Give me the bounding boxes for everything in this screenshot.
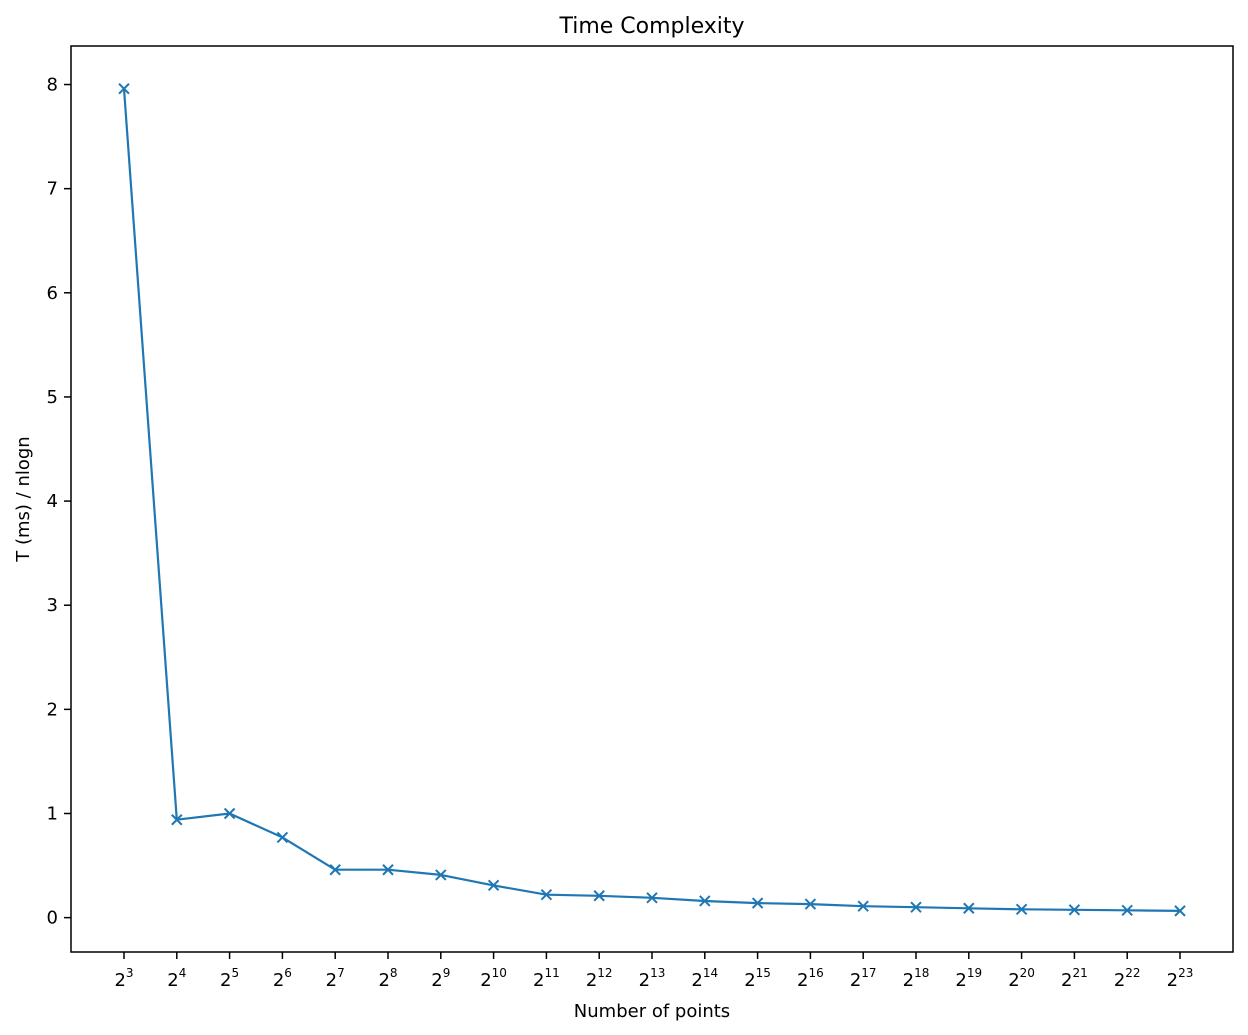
- data-point-marker: [223, 807, 236, 820]
- x-tick-label: 211: [533, 966, 560, 991]
- data-point-marker: [487, 879, 500, 892]
- data-point-marker: [804, 898, 817, 910]
- x-tick-label: 213: [639, 966, 666, 991]
- x-tick-label: 210: [480, 966, 507, 991]
- x-tick-label: 218: [903, 966, 930, 991]
- x-tick-label: 28: [378, 966, 397, 991]
- data-point-marker: [435, 869, 447, 881]
- data-point-marker: [382, 864, 394, 876]
- plot-frame: [70, 45, 1234, 953]
- y-axis-label: T (ms) / nlogn: [13, 436, 34, 562]
- x-tick-label: 29: [431, 966, 450, 991]
- series-line: [122, 88, 1181, 912]
- data-point-marker: [1174, 905, 1186, 917]
- y-tick-label: 5: [47, 387, 58, 408]
- x-tick-label: 215: [744, 966, 771, 991]
- x-tick-label: 216: [797, 966, 824, 991]
- y-tick-label: 2: [47, 699, 58, 720]
- data-point-marker: [1121, 904, 1133, 917]
- x-tick-label: 24: [167, 966, 186, 991]
- x-tick-label: 25: [220, 966, 239, 991]
- data-point-marker: [910, 901, 922, 913]
- x-tick-label: 220: [1008, 966, 1035, 991]
- y-axis: 0 1 2 3 4 5 6 7 8: [47, 75, 71, 929]
- x-tick-label: 223: [1167, 966, 1194, 991]
- x-tick-label: 23: [114, 966, 133, 991]
- y-tick-label: 8: [47, 75, 58, 96]
- y-tick-label: 7: [47, 179, 58, 200]
- data-point-marker: [329, 864, 341, 876]
- y-tick-label: 4: [47, 491, 58, 512]
- chart-title: Time Complexity: [558, 14, 744, 39]
- data-point-marker: [857, 900, 869, 912]
- data-point-marker: [1015, 903, 1028, 916]
- series-group: [118, 82, 1186, 917]
- data-point-marker: [963, 902, 975, 914]
- x-tick-label: 212: [586, 966, 613, 991]
- data-point-marker: [699, 895, 711, 907]
- data-point-marker: [540, 889, 553, 901]
- y-tick-label: 6: [47, 283, 58, 304]
- x-axis: 23 24 25 26 27 28 29 210 211 212 213 214 215 216 217 21…: [114, 952, 1193, 991]
- y-tick-label: 0: [47, 908, 58, 929]
- data-point-marker: [593, 890, 605, 902]
- x-tick-label: 214: [691, 966, 718, 991]
- x-tick-label: 222: [1114, 966, 1141, 991]
- y-tick-label: 3: [47, 595, 58, 616]
- data-point-marker: [276, 831, 289, 844]
- x-tick-label: 221: [1061, 966, 1088, 991]
- x-tick-label: 26: [273, 966, 292, 991]
- data-point-marker: [1068, 904, 1081, 916]
- data-point-marker: [646, 892, 658, 904]
- y-tick-label: 1: [47, 803, 58, 824]
- x-axis-label: Number of points: [574, 1001, 730, 1022]
- data-point-marker: [171, 814, 183, 826]
- x-tick-label: 217: [850, 966, 877, 991]
- x-tick-label: 219: [955, 966, 982, 991]
- data-point-marker: [751, 897, 764, 909]
- x-tick-label: 27: [326, 966, 345, 991]
- data-point-marker: [118, 82, 130, 95]
